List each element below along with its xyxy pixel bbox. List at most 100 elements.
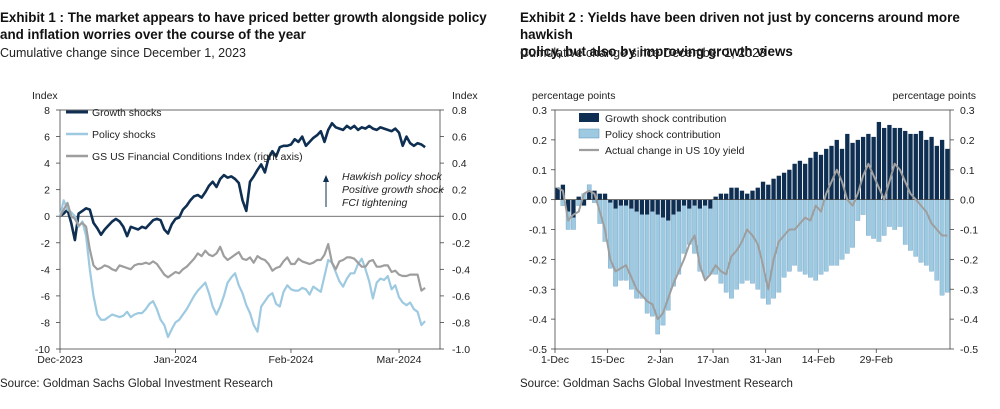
y2-tick-label: 0.0 — [452, 211, 467, 223]
legend-label-policy: Policy shock contribution — [605, 129, 721, 141]
y2-tick-label: -0.4 — [960, 314, 978, 326]
bar-growth — [697, 199, 702, 209]
bar-policy — [860, 199, 866, 215]
series-line-actual — [557, 162, 948, 321]
bar-policy — [681, 205, 687, 254]
bar-growth — [808, 157, 813, 200]
bar-growth — [929, 136, 934, 200]
bar-policy — [613, 208, 618, 287]
y-axis-title: Index — [32, 90, 58, 102]
exhibit-2-title-line1: Exhibit 2 : Yields have been driven not … — [520, 10, 960, 42]
bar-policy — [881, 199, 887, 236]
bar-growth — [913, 133, 918, 200]
bar-growth — [945, 148, 950, 200]
bar-growth — [587, 190, 592, 200]
series-line-growth — [59, 121, 426, 242]
y-tick-label: -8 — [41, 317, 50, 329]
exhibit-1-subtitle: Cumulative change since December 1, 2023 — [0, 46, 246, 60]
bar-policy — [729, 199, 734, 299]
bar-policy — [792, 199, 797, 266]
legend-label-policy: Policy shocks — [92, 129, 156, 141]
bar-growth — [897, 127, 903, 200]
bar-growth — [934, 145, 939, 200]
bar-growth — [829, 145, 834, 200]
bar-growth — [576, 196, 581, 200]
bar-growth — [639, 199, 645, 215]
y2-tick-label: 0.3 — [960, 105, 975, 117]
y2-tick-label: -0.1 — [960, 225, 978, 237]
bar-policy — [571, 217, 576, 230]
bar-growth — [924, 139, 929, 200]
legend-label-actual: Actual change in US 10y yield — [605, 145, 745, 157]
bar-policy — [829, 199, 834, 266]
y-tick-label: -0.1 — [529, 225, 547, 237]
bar-growth — [687, 199, 692, 209]
bar-growth — [803, 163, 808, 200]
bar-policy — [844, 199, 850, 254]
y2-tick-label: -0.5 — [960, 344, 978, 356]
exhibit-1-title-line1: Exhibit 1 : The market appears to have p… — [0, 10, 487, 25]
bar-growth — [724, 193, 729, 200]
bar-policy — [908, 199, 913, 251]
x-tick-label: 29-Feb — [860, 354, 893, 366]
bar-growth — [813, 151, 818, 200]
bar-policy — [629, 208, 634, 290]
bar-growth — [781, 172, 787, 200]
bar-growth — [755, 187, 760, 200]
y-tick-label: 8 — [44, 105, 50, 117]
bar-policy — [823, 199, 829, 272]
bar-policy — [665, 220, 671, 311]
bar-growth — [602, 193, 608, 200]
legend-swatch-growth — [579, 113, 599, 122]
bar-growth — [787, 169, 792, 200]
bar-growth — [555, 187, 560, 200]
bar-growth — [581, 199, 587, 206]
annotation-arrow-head — [323, 175, 329, 182]
bar-policy — [750, 199, 755, 284]
y-tick-label: 4 — [44, 158, 50, 170]
bar-growth — [655, 199, 660, 215]
bar-growth — [702, 199, 708, 206]
x-tick-label: 15-Dec — [591, 354, 625, 366]
y-tick-label: 2 — [44, 185, 50, 197]
bar-growth — [734, 187, 739, 200]
bar-growth — [860, 136, 866, 200]
bar-policy — [787, 199, 792, 272]
y-tick-label: -6 — [41, 291, 50, 303]
bar-policy — [639, 214, 645, 299]
bar-growth — [739, 190, 745, 200]
bar-policy — [850, 199, 855, 248]
plot-frame — [59, 109, 441, 350]
legend-label-growth: Growth shocks — [92, 107, 161, 119]
bar-growth — [771, 178, 776, 200]
annotation-line: Hawkish policy shock — [342, 171, 443, 183]
annotation-line: Positive growth shock — [342, 184, 444, 196]
bar-policy — [686, 208, 692, 245]
bar-policy — [871, 199, 876, 239]
bar-growth — [708, 199, 713, 209]
y-tick-label: -0.4 — [529, 314, 547, 326]
bar-growth — [882, 127, 887, 200]
bar-policy — [671, 214, 676, 287]
bar-policy — [723, 199, 729, 293]
y2-tick-label: -0.3 — [960, 284, 978, 296]
y-tick-label: 0.2 — [532, 135, 547, 147]
bar-growth — [818, 154, 824, 200]
y-tick-label: 0 — [44, 211, 50, 223]
x-tick-label: Dec-2023 — [37, 354, 83, 366]
bar-policy — [929, 199, 934, 272]
exhibit-2-title: Exhibit 2 : Yields have been driven not … — [520, 9, 1000, 60]
bar-policy — [866, 199, 871, 236]
bar-growth — [792, 163, 797, 200]
exhibit-2-panel: Exhibit 2 : Yields have been driven not … — [520, 0, 1000, 409]
y2-tick-label: 0.1 — [960, 165, 975, 177]
bar-growth — [692, 199, 697, 206]
y2-tick-label: 0.0 — [960, 195, 975, 207]
y2-axis-title: percentage points — [893, 90, 976, 102]
bar-policy — [839, 199, 845, 260]
exhibit-2-chart: percentage points percentage points -0.5 -0… — [529, 90, 978, 366]
legend-swatch-policy — [578, 128, 600, 139]
bar-growth — [566, 199, 571, 212]
bar-policy — [834, 199, 840, 266]
bar-growth — [745, 193, 750, 200]
